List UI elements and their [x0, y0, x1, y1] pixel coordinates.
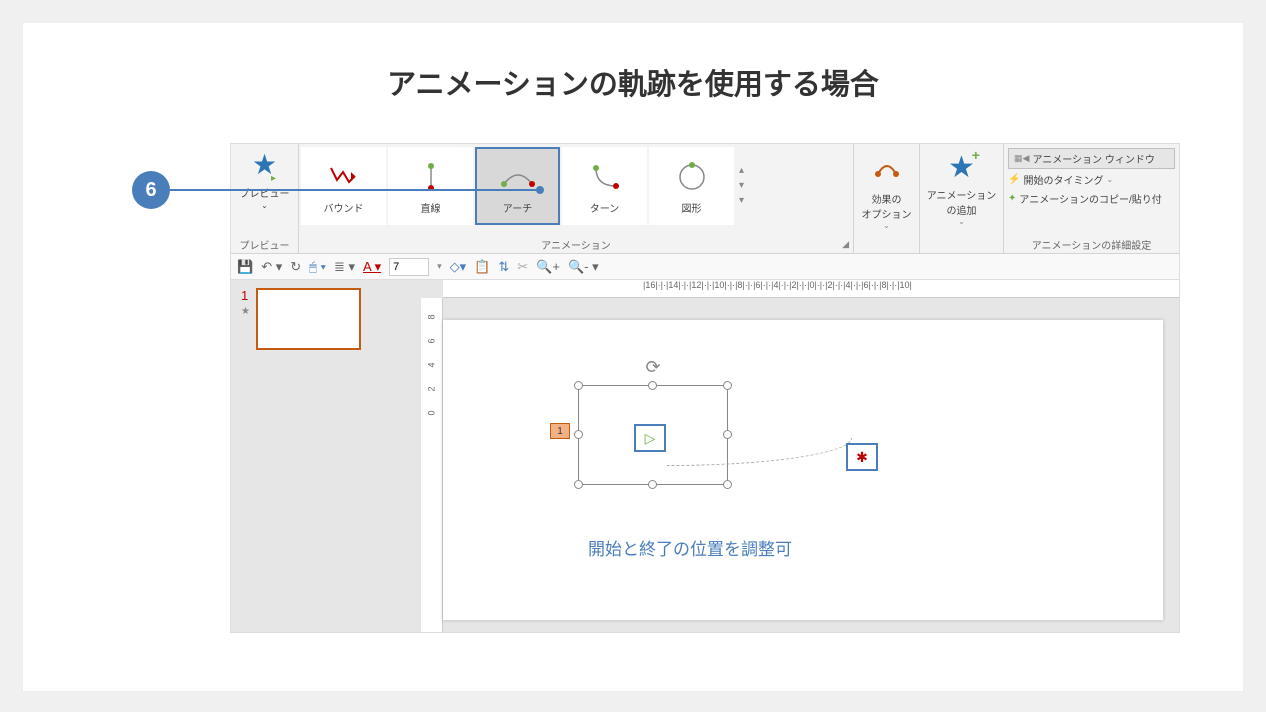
- powerpoint-window: ★ ▸ プレビュー ⌄ プレビュー バウンド 直線: [230, 143, 1180, 633]
- save-icon[interactable]: 💾: [237, 259, 253, 275]
- vertical-ruler: 86420: [421, 298, 443, 632]
- callout-dot: [536, 186, 544, 194]
- thumbnail-number: 1: [241, 288, 250, 303]
- resize-handle[interactable]: [574, 381, 583, 390]
- selection-rectangle: ▷: [578, 385, 728, 485]
- anim-label: 直線: [421, 200, 441, 215]
- dialog-launcher-icon[interactable]: ◢: [842, 239, 849, 250]
- ribbon: ★ ▸ プレビュー ⌄ プレビュー バウンド 直線: [231, 144, 1179, 254]
- trigger-button[interactable]: ⚡開始のタイミング ⌄: [1008, 172, 1175, 187]
- horizontal-ruler: |16|·|·|14|·|·|12|·|·|10|·|·|8|·|·|6|·|·…: [443, 280, 1179, 298]
- animation-gallery-group: バウンド 直線 アーチ ターン: [299, 144, 854, 253]
- annotation-caption: 開始と終了の位置を調整可: [588, 535, 792, 560]
- slide-thumbnails-panel: 1 ★: [231, 280, 421, 632]
- turn-icon: [588, 158, 622, 196]
- thumbnail-preview: [256, 288, 361, 350]
- painter-icon: ✦: [1008, 193, 1016, 204]
- resize-handle[interactable]: [648, 480, 657, 489]
- preview-button[interactable]: プレビュー: [240, 185, 290, 200]
- add-animation-icon: ★+: [948, 150, 975, 185]
- zoom-in-icon[interactable]: 🔍+: [536, 259, 560, 275]
- anim-label: 図形: [682, 200, 702, 215]
- quick-access-toolbar: 💾 ↶ ▾ ↻ 🖱 ▾ ≣ ▾ A ▾ ▾ ◇▾ 📋 ⇅ ✂ 🔍+ 🔍- ▾: [231, 254, 1179, 280]
- workspace: 1 ★ |16|·|·|14|·|·|12|·|·|10|·|·|8|·|·|6…: [231, 280, 1179, 632]
- callout-line: [170, 189, 540, 191]
- shape-icon: [675, 158, 709, 196]
- crop-icon[interactable]: ✂: [517, 259, 528, 275]
- arrange-icon[interactable]: ⇅: [498, 259, 509, 275]
- advanced-group-label: アニメーションの詳細設定: [1004, 237, 1179, 252]
- path-end-marker[interactable]: ✱: [846, 443, 878, 471]
- animation-pane-button[interactable]: ▦◀アニメーション ウィンドウ: [1008, 148, 1175, 169]
- add-animation-button[interactable]: アニメーション の追加: [927, 187, 997, 217]
- rotation-handle-icon[interactable]: ⟳: [645, 357, 660, 378]
- slide-thumbnail[interactable]: 1 ★: [241, 288, 411, 350]
- step-callout: 6: [132, 171, 170, 209]
- zoom-out-icon[interactable]: 🔍- ▾: [568, 259, 599, 275]
- gallery-scroll[interactable]: ▴▾▾: [736, 147, 754, 223]
- resize-handle[interactable]: [723, 381, 732, 390]
- dropdown-icon[interactable]: ⌄: [261, 201, 268, 210]
- anim-label: ターン: [590, 200, 620, 215]
- anim-group-label: アニメーション: [299, 237, 853, 252]
- dropdown-icon[interactable]: ⌄: [883, 221, 890, 230]
- lightning-icon: ⚡: [1008, 174, 1020, 185]
- slide-canvas[interactable]: ⟳ 1 ▷: [443, 320, 1163, 620]
- anim-label: バウンド: [324, 200, 364, 215]
- anim-bounce-button[interactable]: バウンド: [301, 147, 386, 225]
- preview-group-label: プレビュー: [231, 237, 298, 252]
- undo-icon[interactable]: ↶ ▾: [261, 259, 282, 275]
- resize-handle[interactable]: [648, 381, 657, 390]
- anim-label: アーチ: [503, 200, 532, 215]
- pane-icon: ▦◀: [1014, 153, 1029, 164]
- add-animation-group: ★+ アニメーション の追加 ⌄: [920, 144, 1004, 253]
- selected-shape[interactable]: ⟳ 1 ▷: [578, 385, 728, 485]
- resize-handle[interactable]: [723, 480, 732, 489]
- effect-options-group: 効果の オプション ⌄: [854, 144, 920, 253]
- motion-path[interactable]: [667, 438, 852, 466]
- font-size-input[interactable]: [389, 258, 429, 276]
- effect-options-button[interactable]: 効果の オプション: [862, 191, 912, 221]
- advanced-group: ▦◀アニメーション ウィンドウ ⚡開始のタイミング ⌄ ✦アニメーションのコピー…: [1004, 144, 1179, 253]
- animation-order-badge: 1: [550, 423, 570, 439]
- preview-group: ★ ▸ プレビュー ⌄ プレビュー: [231, 144, 299, 253]
- effect-options-icon: [872, 152, 902, 189]
- animation-indicator-icon: ★: [241, 306, 250, 317]
- anim-turn-button[interactable]: ターン: [562, 147, 647, 225]
- touch-mode-icon[interactable]: 🖱 ▾: [309, 259, 326, 275]
- resize-handle[interactable]: [574, 430, 583, 439]
- font-color-icon[interactable]: A ▾: [363, 259, 381, 275]
- redo-icon[interactable]: ↻: [290, 259, 301, 275]
- anim-shape-button[interactable]: 図形: [649, 147, 734, 225]
- paste-icon[interactable]: 📋: [474, 259, 490, 275]
- anim-arc-button[interactable]: アーチ: [475, 147, 560, 225]
- slide-canvas-area: |16|·|·|14|·|·|12|·|·|10|·|·|8|·|·|6|·|·…: [421, 280, 1179, 632]
- shape-tool-icon[interactable]: ◇▾: [450, 259, 467, 275]
- anim-line-button[interactable]: 直線: [388, 147, 473, 225]
- path-start-marker[interactable]: ▷: [634, 424, 666, 452]
- list-icon[interactable]: ≣ ▾: [334, 259, 355, 275]
- page-title: アニメーションの軌跡を使用する場合: [23, 61, 1243, 103]
- animation-gallery: バウンド 直線 アーチ ターン: [299, 144, 853, 226]
- resize-handle[interactable]: [574, 480, 583, 489]
- animation-painter-button[interactable]: ✦アニメーションのコピー/貼り付: [1008, 191, 1175, 206]
- play-icon: ▸: [271, 173, 276, 184]
- dropdown-icon[interactable]: ⌄: [958, 217, 965, 226]
